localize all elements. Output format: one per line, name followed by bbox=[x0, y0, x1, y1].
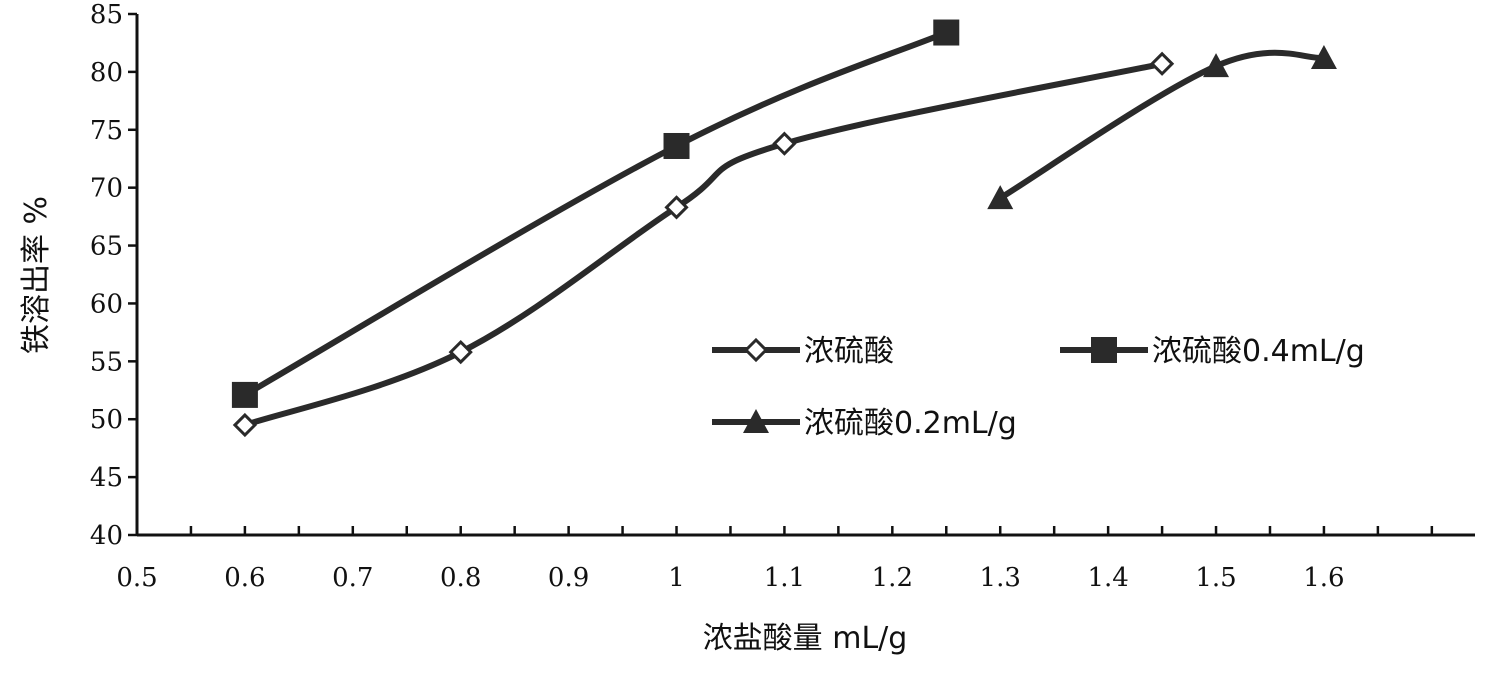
legend-label: 浓硫酸 bbox=[804, 334, 894, 369]
x-tick-label: 0.5 bbox=[116, 563, 157, 593]
x-tick-label: 1.3 bbox=[980, 563, 1021, 593]
legend-item: 浓硫酸0.4mL/g bbox=[1060, 334, 1365, 369]
data-point bbox=[772, 131, 797, 156]
series-3 bbox=[987, 44, 1337, 210]
data-point bbox=[663, 132, 690, 159]
data-point bbox=[232, 412, 258, 438]
y-tick-label: 80 bbox=[90, 58, 123, 88]
legend: 浓硫酸 浓硫酸0.4mL/g 浓硫酸0.2mL/g bbox=[712, 334, 1365, 441]
series-1 bbox=[232, 51, 1175, 438]
legend-marker bbox=[743, 409, 769, 434]
x-tick-label: 1.2 bbox=[872, 563, 913, 593]
data-point bbox=[1149, 51, 1175, 76]
data-point bbox=[1203, 53, 1230, 78]
legend-marker bbox=[1091, 337, 1117, 363]
series-line bbox=[241, 29, 950, 398]
x-tick-label: 1.1 bbox=[764, 563, 805, 593]
y-tick-label: 65 bbox=[90, 232, 123, 262]
x-tick-label: 0.8 bbox=[440, 563, 481, 593]
y-tick-label: 50 bbox=[90, 405, 123, 435]
y-tick-label: 55 bbox=[90, 347, 123, 377]
legend-marker bbox=[743, 337, 769, 363]
legend-label: 浓硫酸0.4mL/g bbox=[1152, 334, 1365, 369]
y-tick-label: 70 bbox=[90, 174, 123, 204]
legend-label: 浓硫酸0.2mL/g bbox=[804, 406, 1017, 441]
x-tick-label: 1.6 bbox=[1303, 563, 1344, 593]
y-tick-label: 75 bbox=[90, 116, 123, 146]
data-point bbox=[1310, 44, 1337, 70]
series-line bbox=[241, 60, 1166, 429]
axes: 40 45 50 55 60 65 70 75 80 85 0.5 0.6 0.7 0.8 0.9 1 1.1 1… bbox=[90, 0, 1475, 593]
legend-item: 浓硫酸 bbox=[712, 334, 894, 369]
y-tick-label: 40 bbox=[90, 521, 123, 551]
x-tick-label: 1.5 bbox=[1195, 563, 1236, 593]
y-tick-label: 45 bbox=[90, 463, 123, 493]
x-tick-label: 0.9 bbox=[548, 563, 589, 593]
data-point bbox=[664, 195, 689, 220]
data-point bbox=[448, 339, 473, 365]
x-axis-title: 浓盐酸量 mL/g bbox=[703, 621, 908, 656]
series-line bbox=[997, 49, 1327, 202]
x-tick-label: 1 bbox=[668, 563, 685, 593]
x-tick-label: 0.6 bbox=[224, 563, 265, 593]
x-tick-label: 1.4 bbox=[1087, 563, 1128, 593]
y-tick-label: 60 bbox=[90, 289, 123, 319]
y-tick-label: 85 bbox=[90, 0, 123, 30]
data-point bbox=[933, 19, 960, 46]
legend-item: 浓硫酸0.2mL/g bbox=[712, 406, 1017, 441]
x-tick-label: 0.7 bbox=[332, 563, 373, 593]
series-layer bbox=[231, 19, 1337, 438]
series-2 bbox=[231, 19, 960, 408]
y-axis-title: 铁溶出率 % bbox=[19, 196, 54, 354]
data-point bbox=[231, 381, 258, 408]
data-point bbox=[987, 185, 1014, 210]
